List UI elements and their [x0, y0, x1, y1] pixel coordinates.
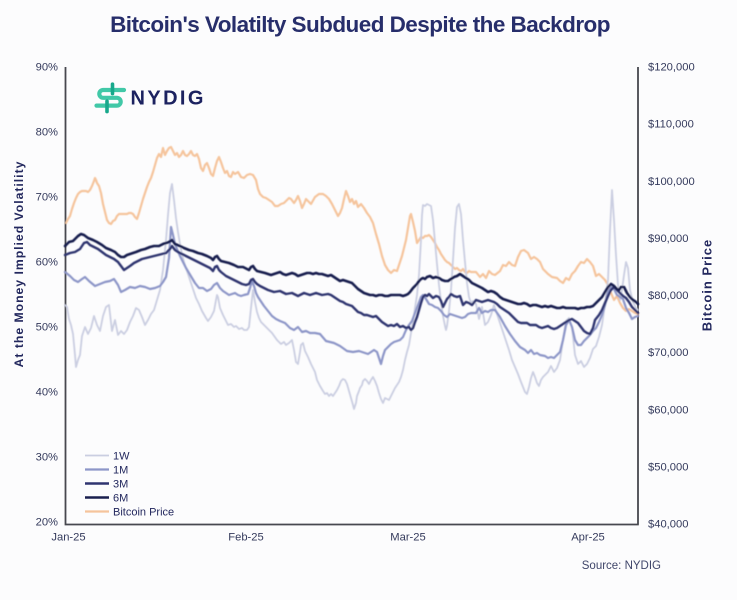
- svg-text:50%: 50%: [36, 322, 58, 334]
- svg-text:3M: 3M: [113, 479, 128, 491]
- svg-text:90%: 90%: [36, 62, 58, 74]
- svg-text:$120,000: $120,000: [648, 62, 695, 74]
- svg-text:60%: 60%: [36, 257, 58, 269]
- svg-text:$90,000: $90,000: [648, 233, 688, 245]
- svg-text:20%: 20%: [36, 517, 58, 529]
- svg-text:$110,000: $110,000: [648, 119, 694, 131]
- svg-text:At the Money Implied Volatilit: At the Money Implied Volatility: [12, 161, 26, 368]
- svg-text:Apr-25: Apr-25: [571, 532, 605, 544]
- svg-text:1M: 1M: [113, 465, 128, 477]
- svg-text:30%: 30%: [36, 452, 58, 464]
- svg-text:NYDIG: NYDIG: [131, 88, 206, 110]
- svg-text:Feb-25: Feb-25: [228, 532, 263, 544]
- svg-text:40%: 40%: [36, 387, 58, 399]
- svg-text:6M: 6M: [113, 493, 128, 505]
- svg-text:Jan-25: Jan-25: [51, 532, 85, 544]
- svg-text:$60,000: $60,000: [648, 404, 688, 416]
- svg-text:$70,000: $70,000: [648, 347, 688, 359]
- svg-text:$40,000: $40,000: [648, 519, 688, 531]
- svg-text:Source: NYDIG: Source: NYDIG: [582, 560, 661, 572]
- svg-text:$100,000: $100,000: [648, 176, 695, 188]
- svg-text:70%: 70%: [36, 192, 58, 204]
- svg-text:80%: 80%: [36, 127, 58, 139]
- svg-text:$80,000: $80,000: [648, 290, 688, 302]
- svg-text:Bitcoin Price: Bitcoin Price: [700, 239, 715, 331]
- svg-text:Bitcoin Price: Bitcoin Price: [113, 507, 174, 519]
- svg-text:Bitcoin's Volatilty Subdued De: Bitcoin's Volatilty Subdued Despite the …: [110, 12, 610, 37]
- svg-text:1W: 1W: [113, 451, 130, 463]
- svg-text:Mar-25: Mar-25: [390, 532, 425, 544]
- svg-text:$50,000: $50,000: [648, 461, 688, 473]
